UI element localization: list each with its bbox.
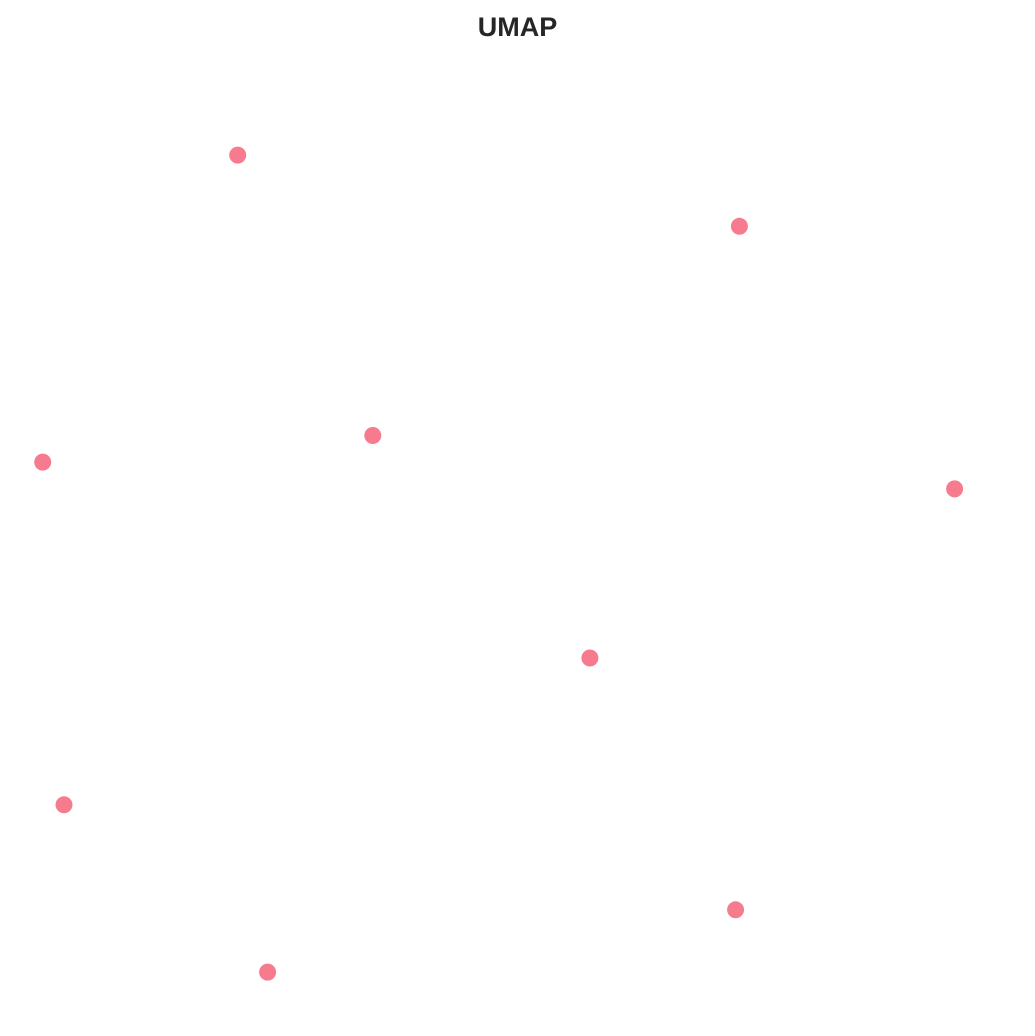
scatter-point: [946, 480, 964, 498]
scatter-point: [364, 427, 382, 444]
scatter-point: [259, 963, 277, 981]
scatter-point: [581, 649, 599, 667]
scatter-point: [727, 901, 745, 919]
scatter-point: [55, 796, 73, 814]
chart-title: UMAP: [477, 12, 558, 42]
scatter-point: [34, 453, 52, 471]
scatter-point: [229, 146, 247, 164]
scatter-point: [730, 217, 748, 235]
points-layer: [34, 146, 964, 981]
